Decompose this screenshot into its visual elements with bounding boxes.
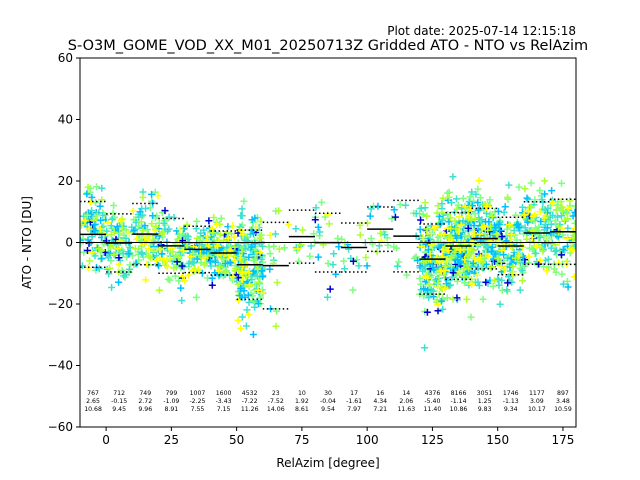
bin-std-label-0: 10.68 [84, 406, 102, 413]
bin-std-label-3: 8.91 [164, 406, 178, 413]
y-tick-label-4: 20 [58, 174, 73, 188]
bin-count-label-7: 23 [272, 390, 280, 397]
bin-count-label-12: 14 [402, 390, 410, 397]
bin-count-label-17: 1177 [529, 390, 545, 397]
bin-count-label-6: 4532 [242, 390, 258, 397]
bin-mean-label-18: 3.48 [556, 398, 570, 405]
bin-count-label-4: 1007 [190, 390, 206, 397]
x-tick-label-3: 75 [294, 433, 309, 447]
bin-mean-label-13: -5.40 [424, 398, 440, 405]
bin-std-label-12: 11.63 [397, 406, 415, 413]
bin-count-label-11: 16 [376, 390, 384, 397]
x-tick-label-6: 150 [486, 433, 509, 447]
bin-mean-label-16: -1.13 [503, 398, 519, 405]
x-axis-label: RelAzim [degree] [276, 456, 379, 470]
bin-mean-label-3: -1.09 [163, 398, 179, 405]
bin-mean-label-2: 2.72 [138, 398, 152, 405]
bin-count-label-15: 3051 [477, 390, 493, 397]
x-tick-label-0: 0 [102, 433, 110, 447]
bin-mean-label-9: -0.04 [320, 398, 336, 405]
bin-mean-label-17: 3.09 [530, 398, 544, 405]
bin-std-label-18: 10.59 [554, 406, 572, 413]
bin-std-label-10: 7.97 [347, 406, 361, 413]
bin-labels: 7672.6510.68712-0.159.457492.729.96799-1… [84, 390, 572, 413]
x-tick-label-1: 25 [164, 433, 179, 447]
bin-std-label-6: 11.26 [241, 406, 259, 413]
bin-count-label-5: 1600 [216, 390, 232, 397]
bin-count-label-13: 4376 [425, 390, 441, 397]
bin-std-label-16: 9.34 [504, 406, 518, 413]
y-tick-label-0: −60 [48, 420, 73, 434]
y-tick-label-3: 0 [65, 236, 73, 250]
bin-std-label-7: 14.06 [267, 406, 285, 413]
bin-mean-label-14: -1.14 [451, 398, 467, 405]
bin-count-label-16: 1746 [503, 390, 519, 397]
bin-mean-label-6: -7.22 [242, 398, 258, 405]
bin-std-label-15: 9.83 [478, 406, 492, 413]
y-tick-label-1: −40 [48, 359, 73, 373]
bin-mean-label-7: -7.52 [268, 398, 284, 405]
y-tick-label-5: 40 [58, 113, 73, 127]
bin-count-label-0: 767 [87, 390, 99, 397]
x-tick-label-5: 125 [421, 433, 444, 447]
bin-mean-label-5: -3.43 [216, 398, 232, 405]
x-tick-label-4: 100 [356, 433, 379, 447]
bin-std-label-2: 9.96 [138, 406, 152, 413]
bin-mean-label-10: -1.61 [346, 398, 362, 405]
bin-std-label-5: 7.15 [217, 406, 231, 413]
bin-mean-label-15: 1.25 [478, 398, 492, 405]
bin-count-label-10: 17 [350, 390, 358, 397]
bin-mean-label-4: -2.25 [189, 398, 205, 405]
bin-count-label-18: 897 [557, 390, 569, 397]
scatter-markers-5 [81, 177, 576, 332]
bin-mean-label-12: 2.06 [399, 398, 413, 405]
bin-std-label-13: 11.40 [424, 406, 442, 413]
plot-date-label: Plot date: 2025-07-14 12:15:18 [387, 24, 576, 38]
bin-std-label-14: 10.86 [450, 406, 468, 413]
bin-mean-label-8: 1.92 [295, 398, 309, 405]
y-tick-label-6: 60 [58, 51, 73, 65]
scatter-points [80, 173, 576, 352]
bin-std-label-9: 9.54 [321, 406, 335, 413]
x-tick-label-2: 50 [229, 433, 244, 447]
bin-std-label-11: 7.21 [373, 406, 387, 413]
x-tick-label-7: 175 [551, 433, 574, 447]
bin-std-label-4: 7.55 [191, 406, 205, 413]
axes: 0 25 50 75 100 125 150 175 −60 −40 −20 0 20 40 60 [48, 51, 575, 447]
bin-std-label-17: 10.17 [528, 406, 546, 413]
bin-count-label-8: 10 [298, 390, 306, 397]
bin-mean-label-11: 4.34 [373, 398, 387, 405]
bin-count-label-1: 712 [113, 390, 125, 397]
bin-count-label-14: 8166 [451, 390, 467, 397]
bin-std-label-8: 8.61 [295, 406, 309, 413]
bin-count-label-3: 799 [165, 390, 177, 397]
bin-count-label-9: 30 [324, 390, 332, 397]
bin-count-label-2: 749 [139, 390, 151, 397]
bin-mean-label-1: -0.15 [111, 398, 127, 405]
y-axis-label: ATO - NTO [DU] [20, 196, 34, 289]
bin-mean-label-0: 2.65 [86, 398, 100, 405]
y-tick-label-2: −20 [48, 297, 73, 311]
chart-title: S-O3M_GOME_VOD_XX_M01_20250713Z Gridded … [68, 38, 588, 54]
bin-std-label-1: 9.45 [112, 406, 126, 413]
bin-statistics [80, 198, 576, 310]
